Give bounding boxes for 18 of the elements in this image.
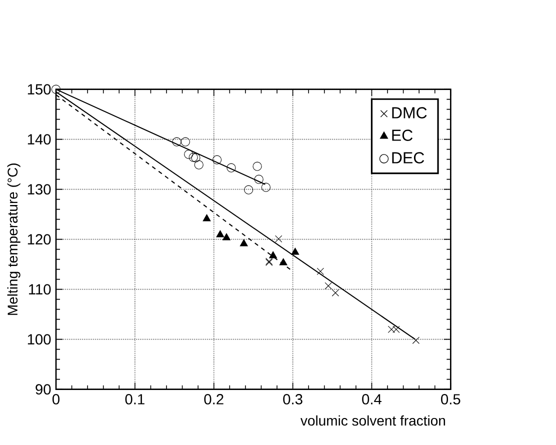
- x-tick-label: 0.1: [125, 394, 144, 404]
- y-tick-label: 140: [28, 134, 51, 144]
- y-tick-label: 150: [28, 84, 51, 94]
- y-tick-label: 90: [36, 384, 51, 394]
- x-tick-label: 0.2: [204, 394, 224, 404]
- y-tick-label: 100: [28, 334, 51, 344]
- y-axis-title: Melting temperature (°C): [7, 163, 20, 315]
- legend-label: EC: [392, 129, 413, 141]
- x-tick-label: 0.4: [362, 394, 382, 404]
- y-tick-label: 110: [29, 284, 51, 294]
- x-tick-label: 0: [52, 394, 60, 404]
- x-axis-title: volumic solvent fraction: [300, 415, 446, 426]
- legend-label: DEC: [392, 152, 424, 164]
- x-tick-label: 0.5: [441, 394, 460, 404]
- y-tick-label: 120: [28, 234, 51, 244]
- x-tick-label: 0.3: [283, 394, 302, 404]
- legend-label: DMC: [392, 106, 427, 118]
- y-tick-label: 130: [28, 184, 51, 194]
